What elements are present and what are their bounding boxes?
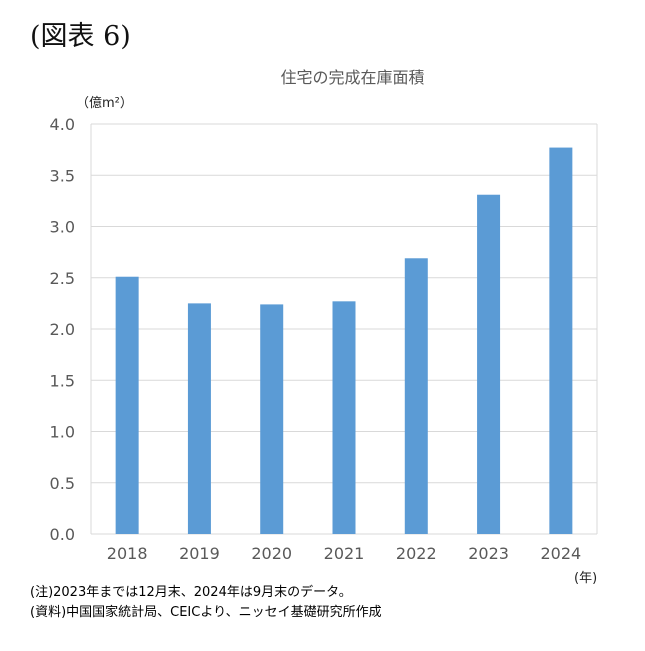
y-axis-ticks: 0.0 0.5 1.0 1.5 2.0 2.5 3.0 3.5 4.0 xyxy=(50,115,75,544)
bar-2020 xyxy=(260,304,284,534)
y-tick-label: 2.5 xyxy=(50,269,75,288)
y-tick-label: 1.5 xyxy=(50,371,75,390)
bar-2024 xyxy=(549,147,573,534)
x-tick-label: 2024 xyxy=(540,544,581,563)
y-tick-label: 4.0 xyxy=(50,115,75,134)
y-tick-label: 3.5 xyxy=(50,166,75,185)
y-axis-unit: （億m²） xyxy=(76,96,133,111)
x-tick-label: 2018 xyxy=(107,544,148,563)
y-tick-label: 2.0 xyxy=(50,320,75,339)
bar-2022 xyxy=(404,258,428,534)
y-tick-label: 3.0 xyxy=(50,218,75,237)
x-tick-label: 2020 xyxy=(251,544,292,563)
x-tick-label: 2021 xyxy=(324,544,365,563)
y-tick-label: 1.0 xyxy=(50,423,75,442)
x-axis-unit: (年) xyxy=(574,571,598,586)
x-axis-ticks: 2018 2019 2020 2021 2022 2023 2024 xyxy=(107,544,581,563)
source-note: (資料)中国国家統計局、CEICより、ニッセイ基礎研究所作成 xyxy=(30,605,382,620)
bar-2023 xyxy=(477,194,501,534)
y-tick-label: 0.5 xyxy=(50,474,75,493)
bar-2021 xyxy=(332,301,356,534)
x-tick-label: 2019 xyxy=(179,544,220,563)
x-tick-label: 2022 xyxy=(396,544,437,563)
bar-2019 xyxy=(187,303,211,534)
figure-label: (図表 6) xyxy=(30,21,131,52)
bars xyxy=(115,147,573,534)
y-tick-label: 0.0 xyxy=(50,525,75,544)
chart-title: 住宅の完成在庫面積 xyxy=(280,68,425,87)
bar-2018 xyxy=(115,276,139,534)
x-tick-label: 2023 xyxy=(468,544,509,563)
footnote: (注)2023年までは12月末、2024年は9月末のデータ。 xyxy=(30,585,352,600)
